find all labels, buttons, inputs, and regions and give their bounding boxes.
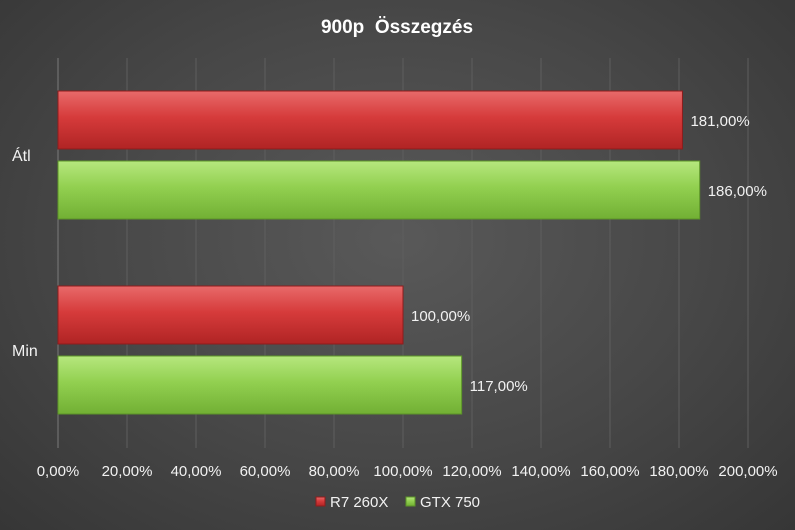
x-tick-label-10: 200,00% xyxy=(718,463,777,480)
x-tick-label-6: 120,00% xyxy=(442,463,501,480)
category-label-0: Átl xyxy=(12,146,31,165)
x-tick-label-9: 180,00% xyxy=(649,463,708,480)
x-tick-label-8: 160,00% xyxy=(580,463,639,480)
legend-swatch-0 xyxy=(315,496,326,507)
data-label-0-1: 100,00% xyxy=(411,308,470,325)
labels: 0,00% 20,00% 40,00% 60,00% 80,00% 100,00% 120,… xyxy=(12,113,778,480)
legend-label-0: R7 260X xyxy=(330,494,388,511)
x-tick-label-4: 80,00% xyxy=(309,463,360,480)
chart-title: 900p Összegzés xyxy=(321,17,473,38)
bar-r7-260x-1 xyxy=(57,285,404,345)
category-label-1: Min xyxy=(12,343,38,360)
x-tick-label-3: 60,00% xyxy=(240,463,291,480)
data-label-1-1: 117,00% xyxy=(470,378,528,395)
x-tick-label-7: 140,00% xyxy=(511,463,570,480)
x-tick-label-2: 40,00% xyxy=(171,463,222,480)
bar-gtx-750-0 xyxy=(57,160,701,220)
x-tick-label-5: 100,00% xyxy=(373,463,432,480)
legend: R7 260X GTX 750 xyxy=(315,494,480,511)
legend-label-1: GTX 750 xyxy=(420,494,480,511)
x-tick-label-0: 0,00% xyxy=(37,463,80,480)
data-label-1-0: 186,00% xyxy=(708,183,767,200)
x-tick-label-1: 20,00% xyxy=(102,463,153,480)
bar-gtx-750-1 xyxy=(57,355,463,415)
bar-r7-260x-0 xyxy=(57,90,683,150)
bars xyxy=(57,90,701,415)
data-label-0-0: 181,00% xyxy=(690,113,749,130)
legend-swatch-1 xyxy=(405,496,416,507)
